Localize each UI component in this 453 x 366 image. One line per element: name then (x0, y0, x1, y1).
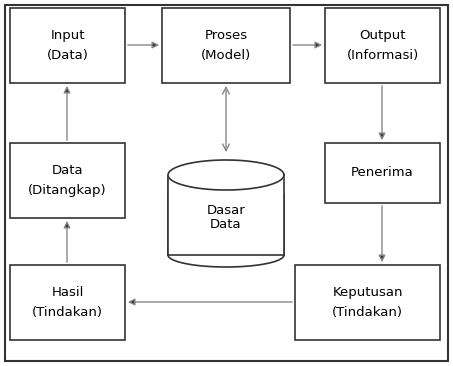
Text: (Tindakan): (Tindakan) (332, 306, 403, 319)
Bar (10, 8, 125, 83)
Text: Output: Output (359, 29, 406, 42)
Text: Data: Data (52, 164, 83, 177)
Bar (10, 265, 125, 340)
Bar (325, 8, 440, 83)
Text: Keputusan: Keputusan (332, 286, 403, 299)
Polygon shape (168, 160, 284, 190)
Text: (Informasi): (Informasi) (347, 49, 419, 62)
Text: Dasar: Dasar (207, 203, 246, 217)
Text: Proses: Proses (204, 29, 247, 42)
Text: Input: Input (50, 29, 85, 42)
Text: (Data): (Data) (47, 49, 88, 62)
Bar (325, 143, 440, 203)
Bar (168, 175, 284, 255)
Bar (10, 143, 125, 218)
Bar (295, 265, 440, 340)
Text: Penerima: Penerima (351, 167, 414, 179)
Text: Hasil: Hasil (51, 286, 84, 299)
Text: (Model): (Model) (201, 49, 251, 62)
Bar (162, 8, 290, 83)
Text: Data: Data (210, 219, 242, 232)
Text: (Tindakan): (Tindakan) (32, 306, 103, 319)
Polygon shape (168, 175, 284, 192)
Text: (Ditangkap): (Ditangkap) (28, 184, 107, 197)
